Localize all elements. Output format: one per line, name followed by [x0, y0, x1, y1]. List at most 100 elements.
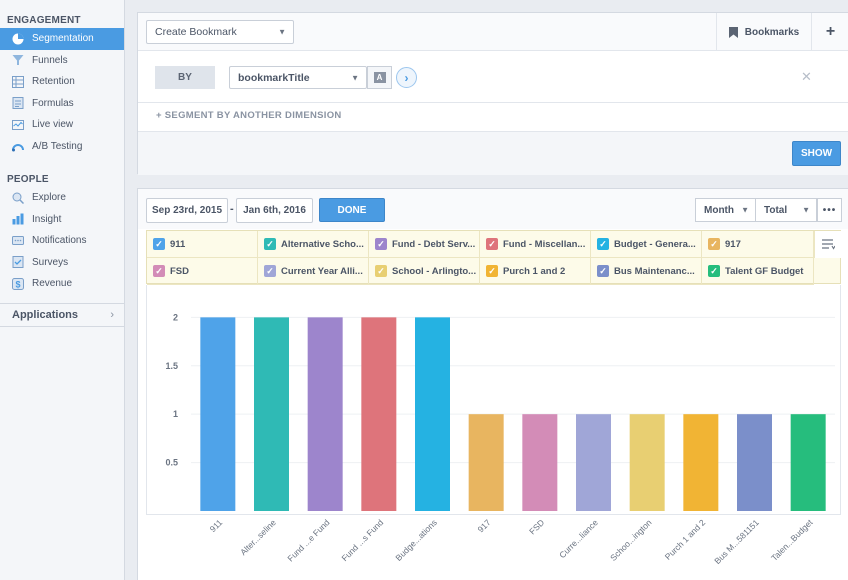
sidebar-item-a-b-testing[interactable]: A/B Testing: [0, 136, 124, 158]
legend-item[interactable]: ✓ 917: [702, 231, 814, 258]
date-to-field[interactable]: Jan 6th, 2016: [236, 198, 313, 223]
x-tick-label: Budge...ations: [393, 517, 439, 563]
measure-select[interactable]: Total ▼: [755, 198, 817, 222]
sidebar-item-explore[interactable]: Explore: [0, 187, 124, 209]
retention-grid-icon: [11, 75, 24, 88]
date-from-field[interactable]: Sep 23rd, 2015: [146, 198, 228, 223]
done-button[interactable]: DONE: [319, 198, 385, 222]
sidebar-item-retention[interactable]: Retention: [0, 71, 124, 93]
chart-bar[interactable]: [361, 317, 397, 511]
checkbox-icon[interactable]: ✓: [375, 265, 387, 277]
surveys-icon: [11, 256, 24, 269]
checkbox-icon[interactable]: ✓: [597, 238, 609, 250]
checkbox-icon[interactable]: ✓: [264, 265, 276, 277]
chart-bar[interactable]: [522, 414, 558, 511]
y-tick-label: 0.5: [165, 458, 178, 468]
segmentation-footer: SHOW: [138, 131, 848, 175]
legend-item-label: Budget - Genera...: [614, 238, 696, 250]
legend: ✓ 911 ✓ Alternative Scho... ✓ Fund - Debt Ser…: [146, 230, 841, 285]
sidebar-item-label: Live view: [32, 119, 74, 131]
remove-segment-button[interactable]: ✕: [801, 69, 812, 85]
revenue-icon: $: [11, 277, 24, 290]
sidebar-item-formulas[interactable]: Formulas: [0, 93, 124, 115]
chart-bar[interactable]: [200, 317, 236, 511]
legend-item[interactable]: ✓ FSD: [147, 258, 258, 285]
checkbox-icon[interactable]: ✓: [708, 265, 720, 277]
chevron-down-icon: ▼: [741, 205, 749, 215]
bookmark-select[interactable]: Create Bookmark ▼: [146, 20, 294, 44]
more-options-button[interactable]: •••: [817, 198, 842, 222]
engagement-nav: Segmentation Funnels Retention Formulas Live…: [0, 28, 124, 157]
sidebar-item-insight[interactable]: Insight: [0, 209, 124, 231]
legend-settings-button[interactable]: [814, 231, 841, 258]
checkbox-icon[interactable]: ✓: [486, 238, 498, 250]
people-section-title: PEOPLE: [7, 174, 49, 185]
applications-label: Applications: [12, 309, 79, 321]
chart-bar[interactable]: [683, 414, 719, 511]
segment-by-row: BY bookmarkTitle ▼ A › ✕: [138, 51, 848, 103]
plus-icon: +: [825, 23, 836, 40]
sidebar-item-notifications[interactable]: Notifications: [0, 230, 124, 252]
x-tick-label: Alter...seline: [238, 517, 278, 557]
property-type-button[interactable]: A: [367, 66, 392, 89]
legend-item[interactable]: ✓ Fund - Miscellan...: [480, 231, 591, 258]
bookmarks-button[interactable]: Bookmarks: [716, 13, 811, 51]
legend-item[interactable]: ✓ School - Arlingto...: [369, 258, 480, 285]
bookmark-bar: Create Bookmark ▼ Bookmarks +: [138, 13, 848, 51]
x-tick-label: Talen...Budget: [769, 517, 815, 563]
checkbox-icon[interactable]: ✓: [153, 238, 165, 250]
sidebar-item-label: Retention: [32, 76, 75, 88]
legend-item[interactable]: ✓ Alternative Scho...: [258, 231, 369, 258]
checkbox-icon[interactable]: ✓: [708, 238, 720, 250]
sidebar-item-live-view[interactable]: Live view: [0, 114, 124, 136]
show-button[interactable]: SHOW: [792, 141, 841, 166]
legend-item[interactable]: ✓ Purch 1 and 2: [480, 258, 591, 285]
sidebar-item-label: Explore: [32, 192, 66, 204]
applications-menu[interactable]: Applications ›: [0, 303, 124, 327]
legend-item[interactable]: ✓ Talent GF Budget: [702, 258, 814, 285]
chart-bar[interactable]: [415, 317, 450, 511]
close-icon: ✕: [801, 69, 812, 84]
checkbox-icon[interactable]: ✓: [153, 265, 165, 277]
sidebar-item-funnels[interactable]: Funnels: [0, 50, 124, 72]
chart-bar[interactable]: [629, 414, 665, 511]
chevron-right-icon: ›: [110, 309, 114, 321]
x-tick-label: Purch 1 and 2: [663, 517, 708, 562]
chart-bar[interactable]: [576, 414, 611, 511]
chart-bar[interactable]: [468, 414, 504, 511]
checkbox-icon[interactable]: ✓: [486, 265, 498, 277]
date-separator: -: [230, 203, 234, 215]
svg-text:$: $: [15, 279, 20, 289]
legend-item[interactable]: ✓ Bus Maintenanc...: [591, 258, 702, 285]
legend-item-label: Alternative Scho...: [281, 238, 364, 250]
interval-select[interactable]: Month ▼: [695, 198, 756, 222]
property-select[interactable]: bookmarkTitle ▼: [229, 66, 367, 89]
bookmark-icon: [728, 26, 738, 38]
sidebar: ENGAGEMENT Segmentation Funnels Retention F…: [0, 0, 125, 580]
x-tick-label: Schoo...ington: [608, 517, 654, 563]
add-bookmark-button[interactable]: +: [811, 13, 848, 51]
legend-item-label: Talent GF Budget: [725, 265, 804, 277]
legend-item-label: FSD: [170, 265, 189, 277]
chart-bar[interactable]: [307, 317, 343, 511]
legend-item[interactable]: ✓ 911: [147, 231, 258, 258]
next-arrow-button[interactable]: ›: [396, 67, 417, 88]
chevron-down-icon: ▼: [278, 27, 286, 37]
checkbox-icon[interactable]: ✓: [264, 238, 276, 250]
checkbox-icon[interactable]: ✓: [597, 265, 609, 277]
report-panel: Sep 23rd, 2015 - Jan 6th, 2016 DONE Mont…: [137, 188, 848, 580]
chart-bar[interactable]: [737, 414, 772, 511]
legend-item[interactable]: ✓ Current Year Alli...: [258, 258, 369, 285]
engagement-section-title: ENGAGEMENT: [7, 15, 81, 26]
legend-item[interactable]: ✓ Budget - Genera...: [591, 231, 702, 258]
sidebar-item-surveys[interactable]: Surveys: [0, 252, 124, 274]
chevron-down-icon: ▼: [351, 73, 359, 82]
add-dimension-link[interactable]: + SEGMENT BY ANOTHER DIMENSION: [156, 110, 342, 121]
sidebar-item-revenue[interactable]: $ Revenue: [0, 273, 124, 295]
legend-item-label: School - Arlingto...: [392, 265, 477, 277]
chart-bar[interactable]: [254, 317, 289, 511]
legend-item[interactable]: ✓ Fund - Debt Serv...: [369, 231, 480, 258]
checkbox-icon[interactable]: ✓: [375, 238, 387, 250]
chart-bar[interactable]: [790, 414, 826, 511]
sidebar-item-segmentation[interactable]: Segmentation: [0, 28, 124, 50]
